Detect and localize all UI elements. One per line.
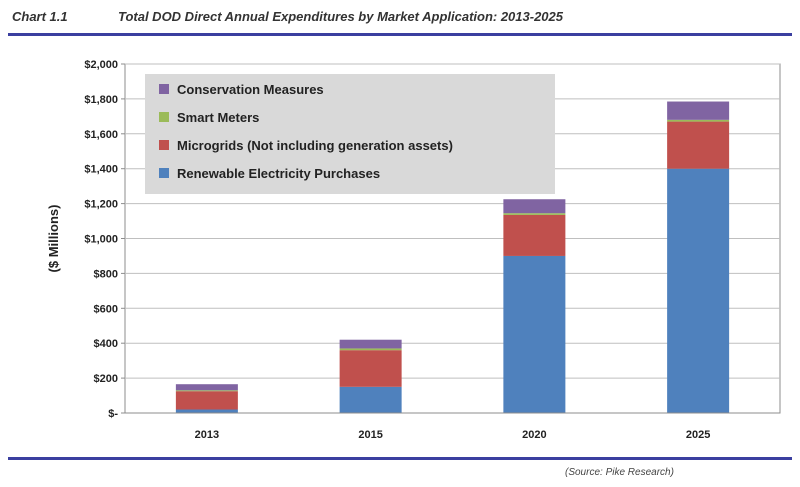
- y-tick-label: $400: [94, 338, 118, 350]
- bar-2025-series-3: [667, 101, 730, 120]
- y-tick-label: $-: [108, 408, 118, 420]
- bar-2025-series-2: [667, 119, 730, 122]
- bar-2013-series-1: [175, 391, 238, 410]
- y-tick-label: $1,000: [84, 234, 118, 246]
- source-note: (Source: Pike Research): [565, 467, 674, 478]
- bar-2020-series-0: [503, 255, 566, 413]
- y-tick-label: $2,000: [84, 59, 118, 71]
- bar-2015-series-3: [339, 339, 402, 349]
- y-tick-label: $800: [94, 268, 118, 280]
- bar-2025-series-1: [667, 121, 730, 169]
- chart-number: Chart 1.1: [12, 9, 68, 24]
- bar-2025-series-0: [667, 168, 730, 413]
- bar-2020-series-2: [503, 213, 566, 215]
- bar-2015-series-2: [339, 348, 402, 351]
- legend-label: Microgrids (Not including generation ass…: [177, 138, 453, 153]
- chart-title: Total DOD Direct Annual Expenditures by …: [118, 9, 563, 24]
- y-tick-label: $1,400: [84, 164, 118, 176]
- x-tick-label: 2015: [358, 429, 382, 441]
- y-tick-label: $600: [94, 303, 118, 315]
- bar-2020-series-3: [503, 199, 566, 214]
- y-tick-label: $200: [94, 373, 118, 385]
- legend-swatch: [159, 112, 169, 122]
- bar-2020-series-1: [503, 214, 566, 256]
- legend-label: Conservation Measures: [177, 82, 324, 97]
- y-tick-label: $1,800: [84, 94, 118, 106]
- top-rule: [8, 33, 792, 36]
- bar-2013-series-2: [175, 390, 238, 392]
- bar-2015-series-0: [339, 386, 402, 413]
- y-axis-label: ($ Millions): [46, 205, 61, 273]
- x-tick-label: 2013: [195, 429, 219, 441]
- chart-header: Chart 1.1 Total DOD Direct Annual Expend…: [12, 9, 788, 29]
- legend-label: Smart Meters: [177, 110, 259, 125]
- bottom-rule: [8, 457, 792, 460]
- legend-label: Renewable Electricity Purchases: [177, 166, 380, 181]
- y-tick-label: $1,200: [84, 199, 118, 211]
- y-tick-label: $1,600: [84, 129, 118, 141]
- legend-swatch: [159, 140, 169, 150]
- bar-2015-series-1: [339, 350, 402, 387]
- legend-swatch: [159, 168, 169, 178]
- x-tick-label: 2025: [686, 429, 710, 441]
- bar-2013-series-3: [175, 384, 238, 391]
- bar-2013-series-0: [175, 409, 238, 413]
- x-tick-label: 2020: [522, 429, 546, 441]
- legend-swatch: [159, 84, 169, 94]
- legend-box: [145, 74, 555, 194]
